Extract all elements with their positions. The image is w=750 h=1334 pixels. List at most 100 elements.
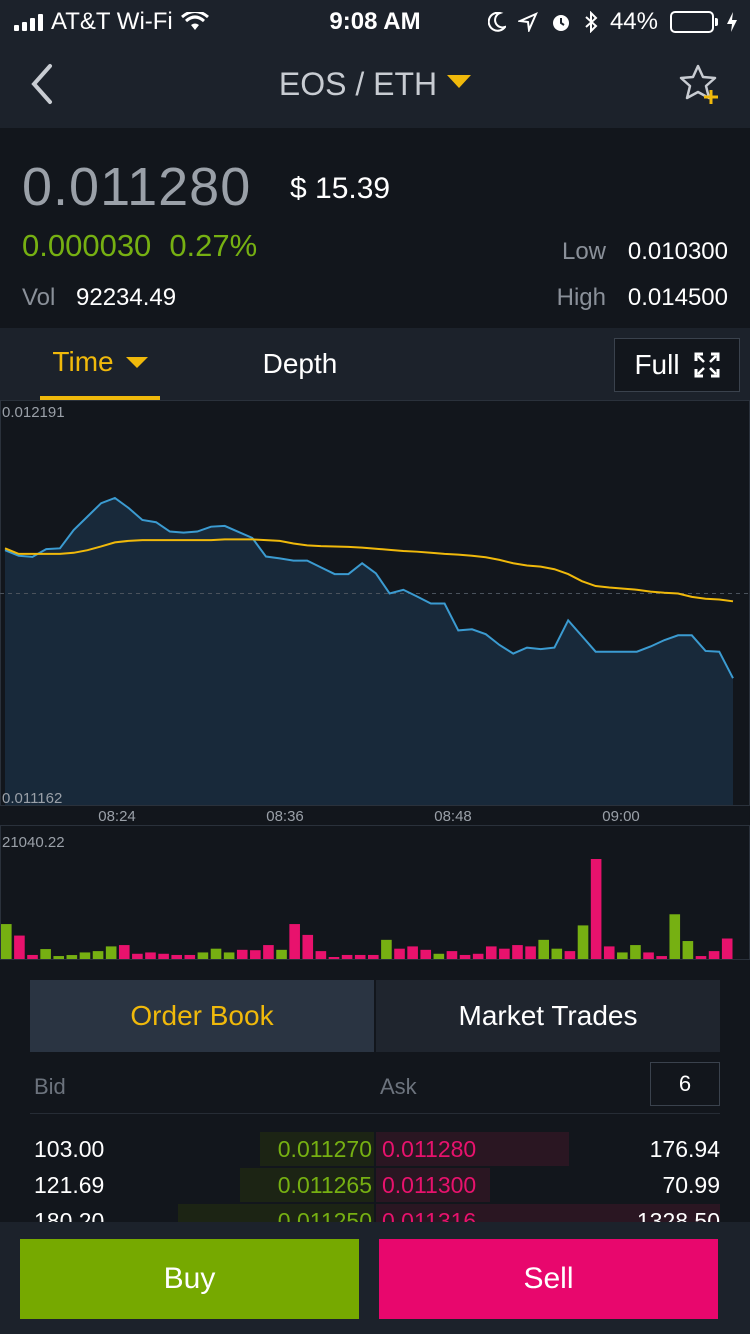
volume-bar [354,954,366,959]
tab-depth[interactable]: Depth [262,348,338,379]
volume-bar [564,951,576,959]
y-max-label: 0.012191 [2,404,65,421]
x-tick-label: 08:36 [266,808,304,825]
tab-order-book[interactable]: Order Book [30,980,374,1052]
ask-qty: 70.99 [662,1172,720,1198]
volume-bar [590,859,602,959]
volume-bar [381,939,392,959]
battery-icon [670,11,718,33]
volume-bar [263,945,274,959]
volume-bar [394,948,405,959]
volume-bar [630,945,641,959]
location-icon [517,12,538,32]
volume-bar [551,948,563,959]
carrier: AT&T Wi-Fi [14,8,209,36]
change-pct: 0.27% [169,228,258,263]
battery-percent: 44% [609,8,658,35]
order-book-header: Bid Ask 6 [30,1062,720,1114]
low-label: Low [561,238,606,265]
low-value: 0.010300 [627,238,728,265]
carrier-label: AT&T Wi-Fi [51,8,173,35]
bid-depth-bar [239,1168,374,1202]
fullscreen-button[interactable]: Full [614,338,740,392]
volume-bar [27,954,38,959]
volume-bar [368,954,379,959]
bid-qty: 103.00 [34,1136,105,1162]
volume-bar [250,950,261,959]
volume-bar [315,951,327,959]
sell-button[interactable]: Sell [379,1239,718,1319]
order-book-rows[interactable]: 103.00 0.011270 0.011280 176.94 121.69 0… [30,1130,720,1222]
last-price: 0.011280 [22,157,252,217]
bid-price: 0.011250 [277,1208,372,1222]
volume-bar [40,949,51,959]
price-chart[interactable]: 0.012191 0.011162 [0,400,750,806]
volume-bar [603,946,615,959]
volume-bar [66,955,78,959]
volume-bar [328,957,340,959]
bid-price: 0.011270 [277,1136,372,1162]
order-book-row[interactable]: 180.20 0.011250 0.011316 1328.50 [30,1202,720,1222]
high-row: High 0.014500 [557,284,728,312]
expand-icon [694,352,720,378]
pair-selector[interactable]: EOS / ETH [0,66,750,103]
x-tick-label: 08:48 [434,808,472,825]
price-change: 0.000030 0.27% [22,228,257,264]
ask-depth-bar [376,1204,720,1222]
add-favorite-icon[interactable] [678,62,722,106]
volume-value: 92234.49 [76,284,177,311]
status-time: 9:08 AM [329,8,421,35]
price-line [4,496,734,679]
volume-bar [276,949,287,959]
volume-bar [79,952,91,959]
volume-bar [485,946,497,959]
bid-qty: 180.20 [34,1208,105,1222]
usd-price: $ 15.39 [290,172,391,205]
ask-qty: 1328.50 [636,1208,720,1222]
caret-down-icon [125,356,148,368]
volume-bar [577,925,589,959]
volume-bar [184,954,196,959]
alarm-icon [552,15,569,31]
wifi-icon [180,12,209,30]
bid-qty: 121.69 [34,1172,105,1198]
volume-bar [643,952,654,959]
volume-bar [145,952,156,959]
price-area [5,497,733,805]
volume-bar [407,946,418,959]
volume-bar [92,951,104,959]
volume-bar [118,945,130,959]
order-book-row[interactable]: 121.69 0.011265 0.011300 70.99 [30,1166,720,1202]
low-row: Low 0.010300 [562,238,728,266]
tab-market-trades[interactable]: Market Trades [374,980,720,1052]
volume-bar [420,949,432,959]
tab-time-label: Time [52,346,114,377]
ask-price: 0.011316 [382,1208,477,1222]
high-label: High [556,284,606,311]
depth-selector[interactable]: 6 [650,1062,720,1106]
volume-bar [158,953,169,959]
ask-header: Ask [380,1074,417,1099]
signal-icon [14,13,43,31]
ask-depth-bar [376,1168,490,1202]
buy-button[interactable]: Buy [20,1239,359,1319]
bid-depth-bar [260,1132,374,1166]
volume-label: Vol [22,284,56,311]
volume-bar [1,924,12,959]
tab-time[interactable]: Time [40,328,160,400]
x-axis: 08:24 08:36 08:48 09:00 [0,806,750,826]
volume-bar [341,954,353,959]
volume-bar [721,938,733,959]
order-book-row[interactable]: 103.00 0.011270 0.011280 176.94 [30,1130,720,1166]
volume-bar [459,954,471,959]
volume-bar [433,953,445,959]
action-bar: Buy Sell [0,1222,750,1334]
high-value: 0.014500 [627,284,728,311]
volume-bar [656,956,667,959]
volume-bar [669,914,681,959]
back-icon[interactable] [22,60,62,108]
ask-price: 0.011300 [382,1172,477,1198]
x-tick-label: 08:24 [98,808,136,825]
chart-tabs: Time Depth Full [0,328,750,400]
status-right: 44% [487,8,738,36]
